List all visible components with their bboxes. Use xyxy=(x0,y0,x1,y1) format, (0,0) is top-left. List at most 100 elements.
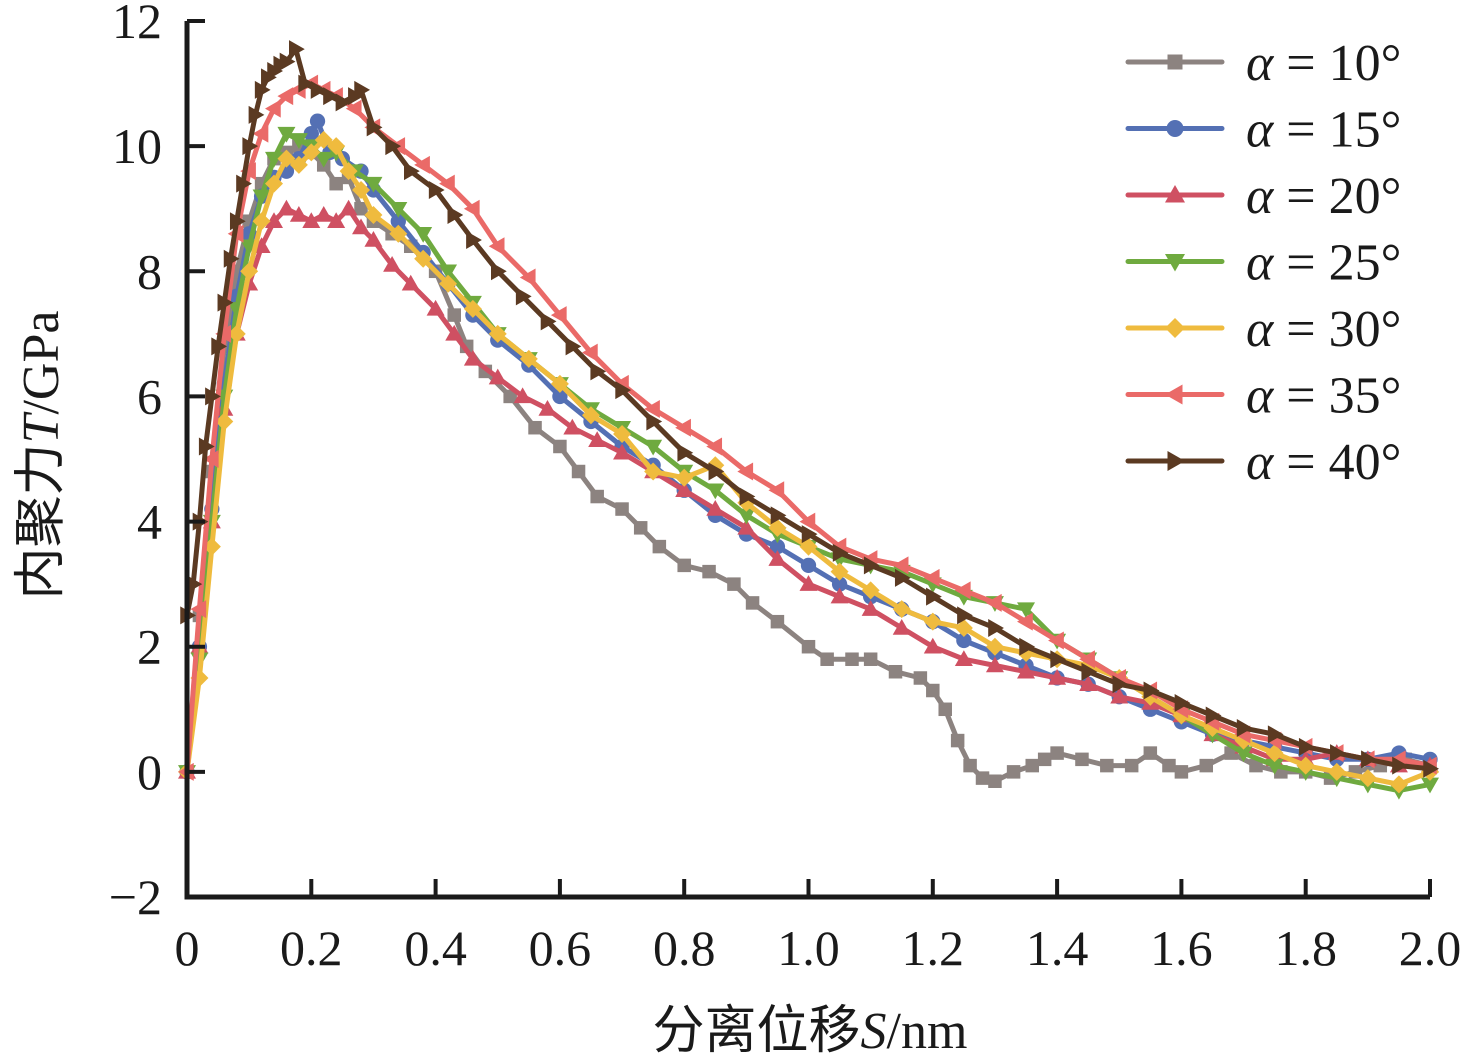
data-point-triangle-right-marker xyxy=(310,80,327,99)
data-point-triangle-right-marker xyxy=(1143,681,1160,700)
legend-item: α = 30° xyxy=(1125,301,1401,358)
data-point-square-marker xyxy=(1199,758,1214,773)
legend-label: α = 30° xyxy=(1246,301,1401,358)
x-tick-label: 0.4 xyxy=(404,920,467,976)
data-point-triangle-right-marker xyxy=(242,137,259,156)
data-point-triangle-left-marker xyxy=(1048,631,1064,650)
data-point-triangle-right-marker xyxy=(1205,706,1222,725)
data-point-square-marker xyxy=(975,771,990,785)
data-point-diamond-marker xyxy=(240,262,259,281)
data-point-diamond-marker xyxy=(215,412,234,431)
data-point-triangle-right-marker xyxy=(289,40,305,59)
data-point-triangle-right-marker xyxy=(1298,737,1315,756)
legend-label: α = 25° xyxy=(1246,235,1401,292)
data-point-triangle-right-marker xyxy=(366,118,383,137)
y-tick-label: −2 xyxy=(109,869,162,925)
data-point-square-marker xyxy=(633,521,648,535)
data-point-square-marker xyxy=(528,420,542,435)
legend-value: 25° xyxy=(1329,235,1402,292)
data-point-triangle-up-marker xyxy=(892,618,911,635)
data-point-triangle-right-marker xyxy=(466,231,482,249)
data-point-square-marker xyxy=(503,389,517,404)
data-point-square-marker xyxy=(1037,752,1052,767)
data-point-triangle-up-marker xyxy=(954,650,973,666)
data-point-triangle-right-marker xyxy=(832,543,849,562)
data-point-triangle-up-marker xyxy=(314,205,333,222)
legend-item: α = 35° xyxy=(1125,368,1402,425)
data-point-triangle-up-marker xyxy=(675,481,694,498)
data-point-triangle-left-marker xyxy=(252,124,269,143)
legend-equals: = xyxy=(1273,301,1328,358)
data-point-diamond-marker xyxy=(265,174,284,193)
data-point-triangle-left-marker xyxy=(488,237,505,256)
data-point-triangle-right-marker xyxy=(957,606,973,625)
legend-circle-marker xyxy=(1166,120,1184,137)
data-point-square-marker xyxy=(1100,758,1114,773)
data-point-triangle-right-marker xyxy=(770,506,787,525)
data-point-triangle-right-marker xyxy=(926,587,942,606)
legend-equals: = xyxy=(1273,102,1328,159)
y-tick-labels: −2 0 2 4 6 8 10 12 xyxy=(109,0,162,925)
y-tick-label: 6 xyxy=(137,368,162,424)
data-point-circle-marker xyxy=(956,632,972,649)
data-point-triangle-up-marker xyxy=(426,299,445,316)
data-point-diamond-marker xyxy=(644,462,663,481)
data-point-triangle-up-marker xyxy=(985,656,1004,673)
data-point-square-marker xyxy=(1025,758,1039,773)
data-point-triangle-left-marker xyxy=(644,399,660,418)
data-point-triangle-right-marker xyxy=(615,381,632,400)
legend-label: α = 15° xyxy=(1246,102,1401,159)
data-point-square-marker xyxy=(702,564,716,579)
y-tick-label: 12 xyxy=(112,0,162,49)
legend-value: 15° xyxy=(1329,102,1402,159)
plot-series-group xyxy=(178,40,1439,800)
data-point-square-marker xyxy=(553,439,567,454)
data-point-triangle-up-marker xyxy=(488,368,507,385)
data-point-triangle-left-marker xyxy=(190,600,207,619)
data-point-triangle-right-marker xyxy=(254,80,271,99)
data-point-square-marker xyxy=(1162,758,1176,773)
data-point-triangle-up-marker xyxy=(401,274,420,291)
data-point-triangle-right-marker xyxy=(988,618,1004,637)
legend: α = 10°α = 15°α = 20°α = 25°α = 30°α = 3… xyxy=(1125,35,1402,491)
data-point-triangle-right-marker xyxy=(1019,637,1036,656)
data-point-triangle-right-marker xyxy=(198,437,215,456)
data-point-triangle-left-marker xyxy=(439,174,455,193)
data-point-triangle-up-marker xyxy=(383,256,402,272)
legend-triangle-right-marker xyxy=(1167,451,1185,471)
data-point-diamond-marker xyxy=(519,349,538,368)
axes-group xyxy=(184,19,1432,900)
data-point-triangle-down-marker xyxy=(1265,758,1284,775)
series-40deg xyxy=(180,40,1439,778)
data-point-diamond-marker xyxy=(830,562,849,581)
data-point-triangle-up-marker xyxy=(768,550,787,566)
data-point-square-marker xyxy=(571,464,586,479)
data-point-diamond-marker xyxy=(227,324,246,343)
legend-value: 35° xyxy=(1329,368,1402,425)
x-tick-label: 1.4 xyxy=(1026,920,1089,976)
data-point-triangle-right-marker xyxy=(677,443,694,462)
data-point-diamond-marker xyxy=(613,424,632,443)
data-point-triangle-up-marker xyxy=(613,443,632,460)
data-point-diamond-marker xyxy=(463,299,482,318)
data-point-triangle-up-marker xyxy=(588,431,607,447)
data-point-circle-marker xyxy=(831,576,848,592)
data-point-diamond-marker xyxy=(1265,744,1284,763)
legend-square-marker xyxy=(1167,54,1183,70)
data-point-triangle-right-marker xyxy=(1330,744,1346,763)
legend-value: 40° xyxy=(1329,434,1402,491)
data-point-triangle-right-marker xyxy=(211,337,228,356)
data-point-triangle-left-marker xyxy=(215,324,232,343)
legend-greek: α xyxy=(1246,168,1275,225)
data-point-triangle-right-marker xyxy=(1361,750,1377,769)
data-point-square-marker xyxy=(988,774,1002,788)
legend-label: α = 10° xyxy=(1246,35,1401,92)
x-tick-labels: 0 0.2 0.4 0.6 0.8 1.0 1.2 1.4 1.6 1.8 2.0 xyxy=(175,920,1462,976)
data-point-square-marker xyxy=(845,652,859,666)
data-point-diamond-marker xyxy=(327,137,346,156)
data-point-diamond-marker xyxy=(768,518,787,537)
data-point-triangle-left-marker xyxy=(923,568,940,587)
data-point-triangle-up-marker xyxy=(1079,675,1098,692)
legend-item: α = 25° xyxy=(1125,235,1401,292)
data-point-triangle-right-marker xyxy=(447,205,464,224)
